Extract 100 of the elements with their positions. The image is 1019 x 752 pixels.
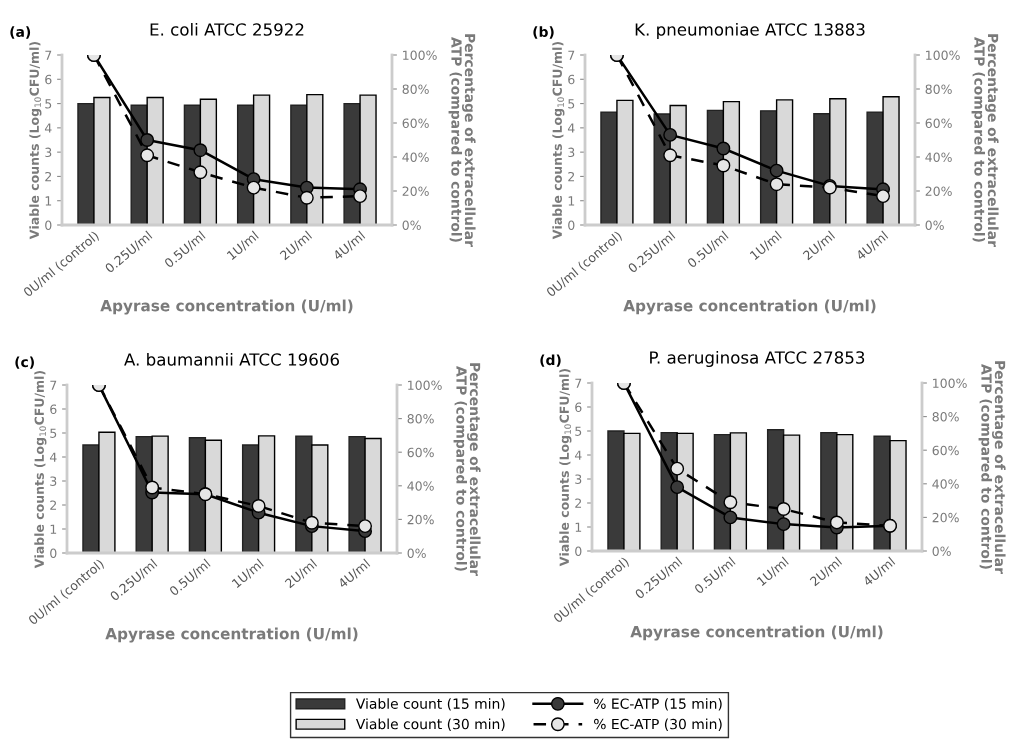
y2-tick-label: 40% [402,152,429,162]
chart-title: K. pneumoniae ATCC 13883 [635,22,865,40]
chart-title: P. aeruginosa ATCC 27853 [650,350,865,368]
y2-tick-label: 0% [402,220,421,230]
y2-axis-title: Percentage of extracellular ATP (compared to control) [448,34,476,247]
y2-tick-label: 20% [932,512,959,523]
point [776,502,791,516]
y2-tick-label: 100% [926,50,960,60]
y2-tick-label: 60% [925,118,952,128]
point [723,495,738,510]
y-tick-label: 6 [45,74,52,85]
y-tick-label: 6 [50,404,57,414]
point [140,148,155,163]
y2-tick-label: 80% [925,84,952,94]
y-tick-label: 3 [575,474,582,484]
y2-tick-label: 40% [407,481,434,491]
y2-tick-label: 20% [402,186,429,196]
y-tick-label: 7 [45,50,52,60]
point [829,515,844,530]
point [716,158,731,173]
y-tick-label: 7 [50,380,57,390]
point [663,127,678,142]
y-tick-label: 0 [568,220,575,230]
y2-tick-label: 100% [933,378,967,388]
y-tick-label: 1 [568,196,575,206]
point [776,517,791,532]
y2-tick-label: 100% [403,50,437,60]
text: (d) [540,354,561,367]
bar [77,102,95,225]
y2-tick-label: 100% [408,380,442,390]
point [876,189,891,204]
point [670,480,685,495]
y-tick-label: 2 [575,498,582,508]
bar [93,96,111,225]
y-tick-label: 3 [568,147,575,158]
point [251,499,266,513]
y-tick-label: 5 [50,428,57,438]
y-tick-label: 3 [45,147,52,158]
y-tick-label: 4 [567,123,575,133]
y2-tick-label: 60% [402,118,429,128]
point [663,148,678,163]
y-tick-label: 2 [50,500,57,510]
y-tick-label: 1 [45,196,52,206]
y2-tick-label: 40% [932,479,959,489]
point [140,133,155,147]
y-tick-label: 1 [50,524,57,534]
y2-axis-title: Percentage of extracellular ATP (compared to control) [453,363,481,576]
y-tick-label: 4 [49,452,57,462]
x-axis-title: Apyrase concentration (U/ml) [100,299,353,315]
y-tick-label: 6 [575,402,582,412]
y-tick-label: 6 [568,74,575,85]
y-tick-label: 7 [575,378,582,388]
point [716,141,731,156]
y2-tick-label: 60% [407,447,434,458]
legend-label: Viable count (30 min) [355,718,505,731]
y-tick-label: 2 [45,171,52,182]
y2-tick-label: 60% [932,445,959,456]
y2-tick-label: 0% [932,546,951,556]
y-tick-label: 5 [45,99,52,109]
point [670,461,685,476]
y-tick-label: 2 [568,171,575,182]
y-tick-label: 0 [575,546,582,556]
point [193,165,208,180]
y2-tick-label: 0% [925,220,944,230]
y-axis-title: Viable counts (Log$_{10}$CFU/ml) [29,41,42,240]
y-axis-title: Viable counts (Log$_{10}$CFU/ml) [559,368,572,567]
point [304,515,319,530]
y-tick-label: 3 [50,476,57,486]
point [246,180,261,195]
text: (a) [10,26,31,39]
x-axis-title: Apyrase concentration (U/ml) [105,627,358,643]
point [358,519,373,534]
y2-tick-label: 0% [407,548,426,558]
bar [616,99,634,225]
y-tick-label: 7 [568,50,575,60]
point [723,510,738,525]
point [769,177,784,192]
text: (c) [15,356,34,369]
y2-tick-label: 80% [932,412,959,422]
x-axis-title: Apyrase concentration (U/ml) [623,299,876,315]
y2-tick-label: 80% [402,84,429,94]
y2-axis-title: Percentage of extracellular ATP (compared to control) [978,361,1006,574]
chart-title: E. coli ATCC 25922 [150,22,304,36]
y-tick-label: 4 [574,450,582,460]
y-tick-label: 5 [568,99,575,109]
text: (b) [533,26,554,39]
point [353,189,368,204]
point [299,190,314,205]
point [769,163,784,178]
y-tick-label: 5 [575,426,582,436]
point [145,480,160,495]
x-axis-title: Apyrase concentration (U/ml) [630,625,883,641]
y2-tick-label: 20% [925,186,952,196]
point [193,143,208,158]
bar [600,111,618,225]
y-axis-title: Viable counts (Log$_{10}$CFU/ml) [34,370,47,569]
y2-axis-title: Percentage of extracellular ATP (compared to control) [971,34,999,247]
legend-label: Viable count (15 min) [355,698,505,711]
y-tick-label: 0 [50,548,57,558]
y2-tick-label: 80% [407,414,434,424]
